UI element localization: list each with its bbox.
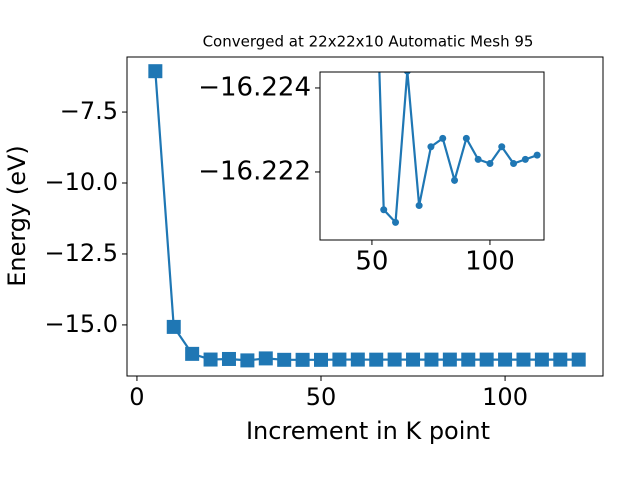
data-marker <box>498 352 513 367</box>
y-tick-label: −10.0 <box>44 168 118 196</box>
data-marker <box>403 72 411 75</box>
data-marker <box>424 352 439 367</box>
x-tick-label: 50 <box>306 383 337 411</box>
data-marker <box>553 352 568 367</box>
x-tick-label: 50 <box>355 247 388 277</box>
data-marker <box>240 353 255 368</box>
data-marker <box>498 143 506 151</box>
data-marker <box>369 352 384 367</box>
data-marker <box>277 352 292 367</box>
data-marker <box>148 64 163 79</box>
data-marker <box>166 319 181 334</box>
y-tick-label: −16.222 <box>198 156 311 186</box>
data-marker <box>221 351 236 366</box>
y-tick-label: −7.5 <box>60 97 118 125</box>
data-marker <box>439 134 447 142</box>
x-tick-label: 100 <box>465 247 515 277</box>
data-marker <box>392 218 400 226</box>
data-marker <box>427 143 435 151</box>
plot-area <box>148 64 586 368</box>
data-marker <box>406 352 421 367</box>
data-marker <box>479 352 494 367</box>
data-marker <box>533 151 541 159</box>
data-marker <box>185 346 200 361</box>
data-marker <box>516 352 531 367</box>
data-marker <box>451 176 459 184</box>
data-marker <box>510 160 518 168</box>
axes-frame <box>319 71 545 241</box>
data-marker <box>486 160 494 168</box>
chart-title: Converged at 22x22x10 Automatic Mesh 95 <box>203 33 534 51</box>
x-tick-label: 0 <box>129 383 144 411</box>
data-marker <box>461 352 476 367</box>
plot-area <box>378 72 541 226</box>
data-marker <box>314 352 329 367</box>
data-marker <box>387 352 402 367</box>
data-marker <box>462 134 470 142</box>
data-marker <box>295 352 310 367</box>
y-tick-label: −16.224 <box>198 72 311 102</box>
axes-frame <box>126 56 604 377</box>
data-marker <box>350 352 365 367</box>
x-axis-label: Increment in K point <box>246 417 490 445</box>
y-axis-label: Energy (eV) <box>3 145 31 287</box>
data-marker <box>474 155 482 163</box>
data-marker <box>258 351 273 366</box>
data-marker <box>442 352 457 367</box>
data-marker <box>203 352 218 367</box>
x-tick-label: 100 <box>482 383 528 411</box>
data-marker <box>521 155 529 163</box>
data-marker <box>571 352 586 367</box>
y-tick-label: −15.0 <box>44 310 118 338</box>
y-tick-label: −12.5 <box>44 239 118 267</box>
data-marker <box>415 202 423 210</box>
data-marker <box>332 352 347 367</box>
data-marker <box>380 206 388 214</box>
data-marker <box>534 352 549 367</box>
inset-background <box>320 72 544 240</box>
